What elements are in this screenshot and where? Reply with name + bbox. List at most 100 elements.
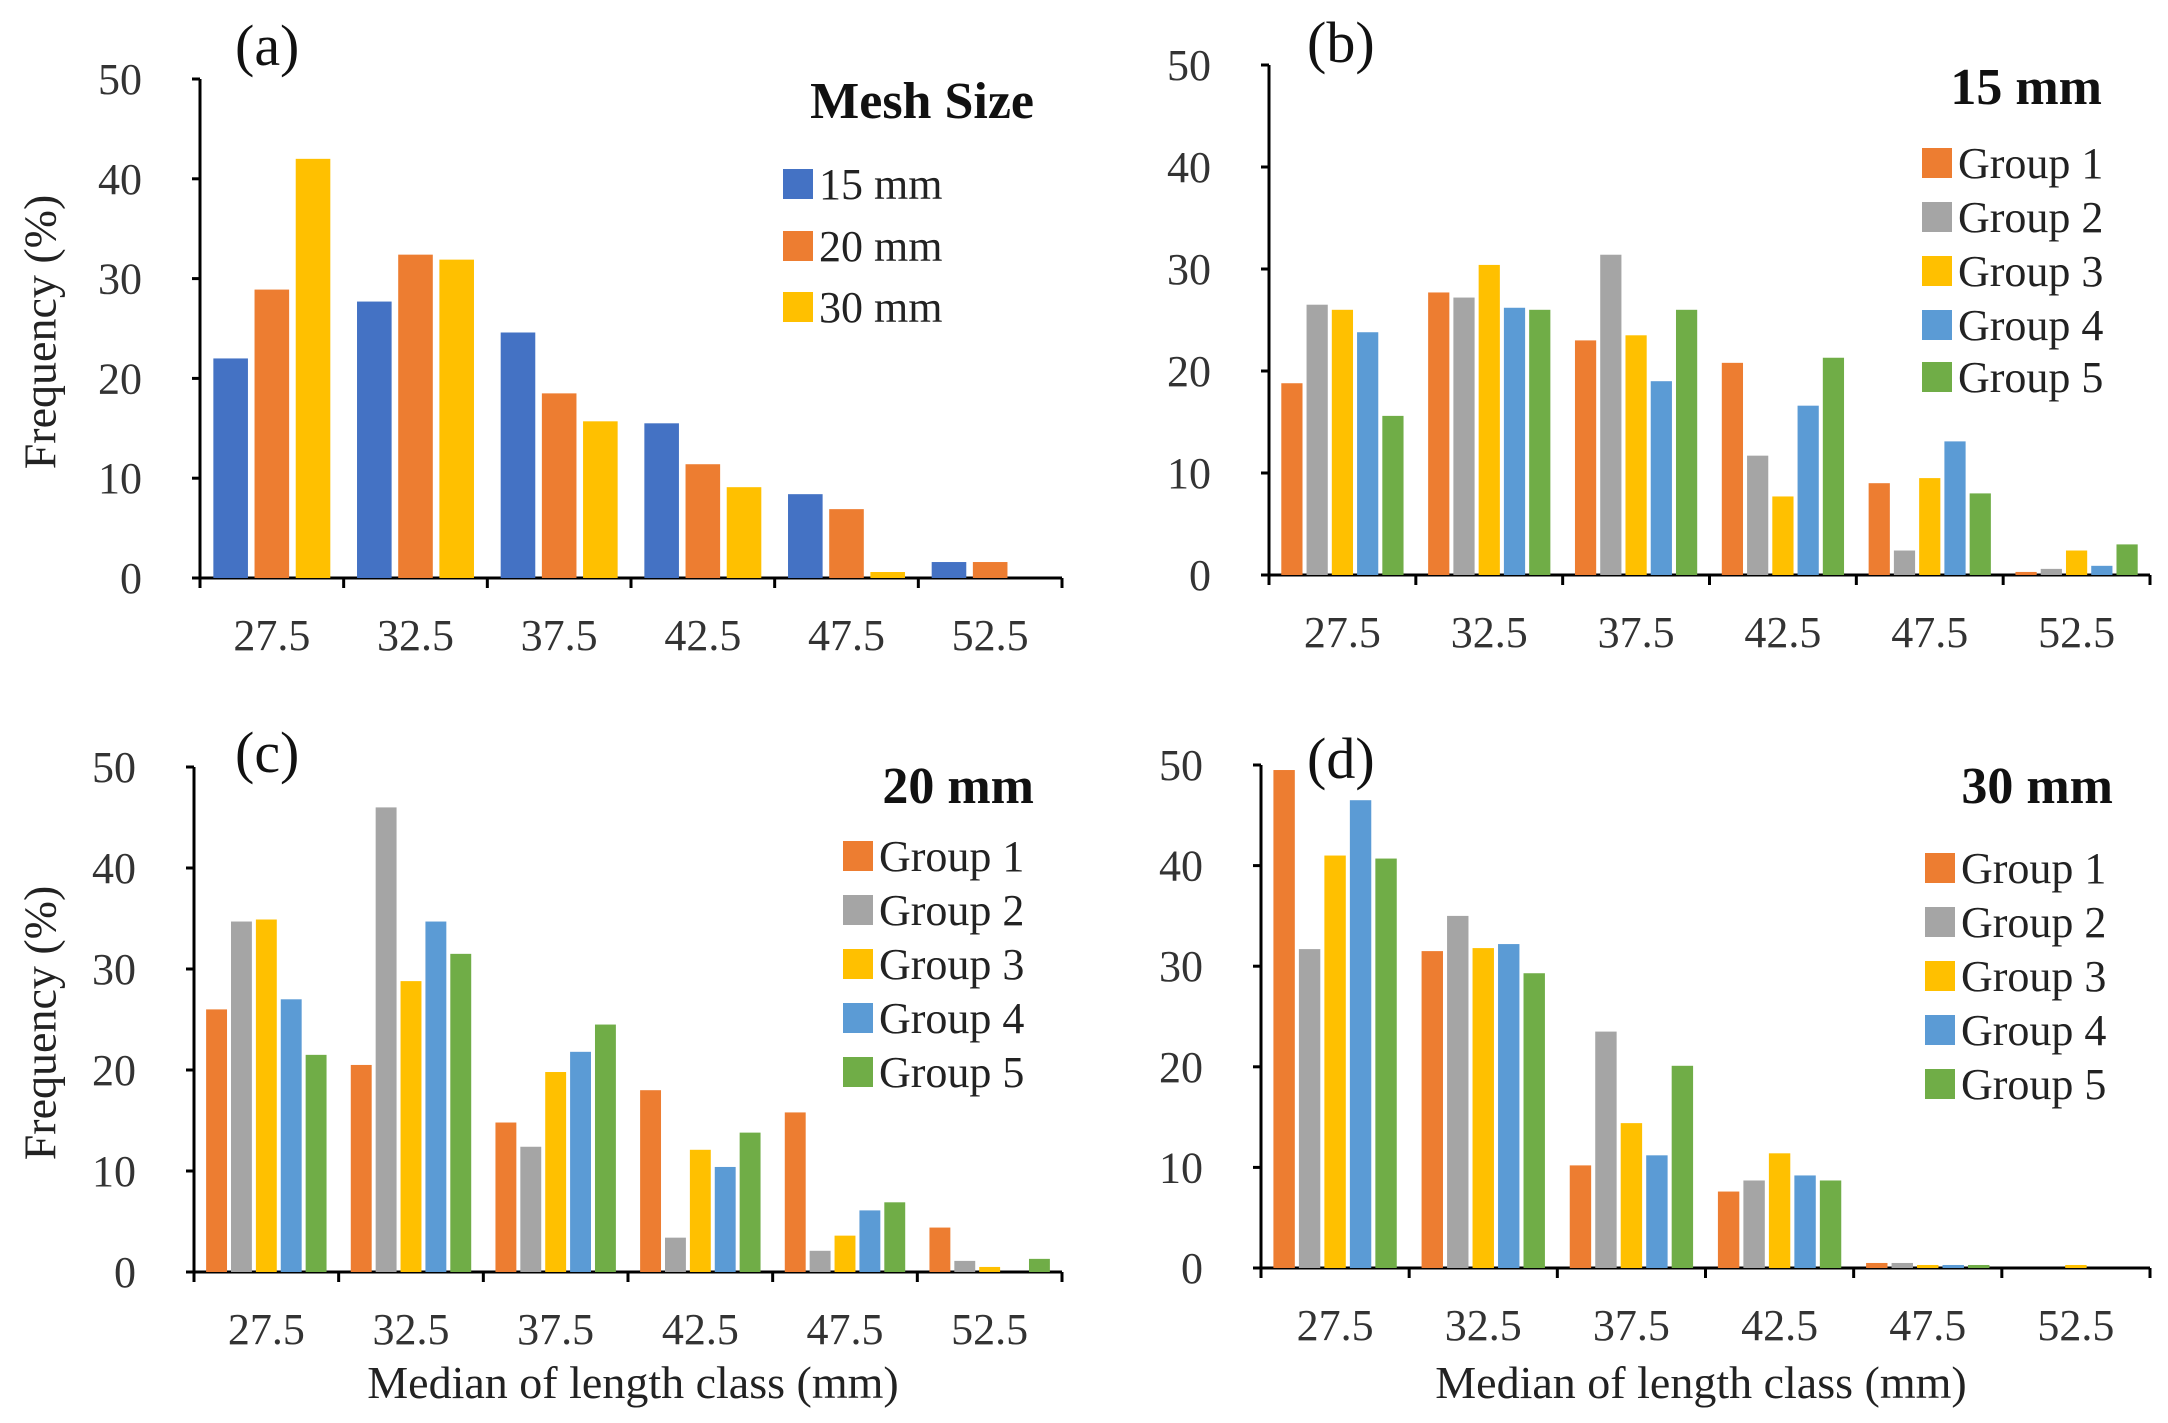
bar-group-5	[594, 1024, 616, 1272]
legend-swatch	[843, 841, 873, 871]
legend-label: 15 mm	[819, 160, 942, 209]
legend-swatch	[1925, 1069, 1955, 1099]
y-tick-label: 50	[98, 55, 142, 104]
x-tick-label: 32.5	[1451, 608, 1528, 657]
bar-group-5	[1382, 415, 1404, 575]
bar-group-5	[1675, 309, 1698, 575]
y-tick-label: 30	[1159, 942, 1203, 991]
bar-group-1	[1868, 483, 1890, 575]
bar-group-5	[1375, 858, 1397, 1268]
legend-label: Group 1	[879, 832, 1024, 881]
legend-swatch	[843, 895, 873, 925]
x-tick-label: 27.5	[233, 611, 310, 660]
legend-label: Group 4	[1958, 301, 2103, 350]
legend: 15 mm 20 mm 30 mm	[783, 160, 942, 332]
bar-group-4	[1349, 800, 1372, 1268]
bar-group-3	[1768, 1153, 1791, 1268]
y-tick-label: 50	[1159, 741, 1203, 790]
x-tick-label: 52.5	[2037, 1301, 2114, 1350]
x-tick-label: 27.5	[228, 1305, 305, 1354]
legend-swatch	[1922, 310, 1952, 340]
x-tick-label: 47.5	[1889, 1301, 1966, 1350]
legend-label: Group 3	[1961, 952, 2106, 1001]
legend-swatch	[1922, 362, 1952, 392]
bar-group-3	[2065, 550, 2088, 575]
legend-swatch	[843, 1057, 873, 1087]
panel-title: 30 mm	[1961, 758, 2113, 815]
bar-15-mm	[357, 301, 392, 578]
x-tick-label: 42.5	[1741, 1301, 1818, 1350]
legend-swatch	[1925, 907, 1955, 937]
bar-group-5	[739, 1132, 761, 1272]
bar-group-3	[400, 981, 422, 1272]
panel-letter: (c)	[235, 720, 299, 785]
bar-15-mm	[931, 562, 967, 578]
bar-20-mm	[829, 509, 864, 578]
legend-swatch	[843, 1003, 873, 1033]
bar-group-2	[1298, 949, 1321, 1268]
bar-group-4	[1797, 405, 1819, 575]
y-tick-label: 10	[92, 1147, 136, 1196]
bar-group-1	[495, 1122, 517, 1272]
legend-label: Group 2	[879, 886, 1024, 935]
bar-20-mm	[541, 393, 577, 578]
bar-30-mm	[726, 487, 762, 578]
legend-label: Group 1	[1958, 139, 2103, 188]
bar-group-4	[1357, 332, 1379, 575]
panel-title: 20 mm	[882, 758, 1034, 815]
bar-group-2	[1447, 915, 1469, 1268]
y-tick-label: 0	[1181, 1244, 1203, 1293]
panel-letter: (d)	[1307, 726, 1375, 791]
legend-swatch	[1922, 202, 1952, 232]
bar-group-2	[1453, 297, 1475, 575]
bar-group-5	[450, 953, 472, 1272]
bar-group-4	[1942, 1264, 1964, 1268]
bar-group-2	[2040, 568, 2062, 575]
bar-group-1	[1717, 1191, 1740, 1268]
bar-group-3	[1917, 1264, 1939, 1268]
bar-group-2	[664, 1237, 686, 1272]
legend-label: Group 4	[1961, 1006, 2106, 1055]
legend-label: Group 5	[879, 1048, 1024, 1097]
x-tick-label: 37.5	[517, 1305, 594, 1354]
panel-d: 0 10 20 30 40 50 27.5 32.5 37.5 42.5 47.5 52.5 (d) 30…	[1159, 726, 2152, 1408]
x-tick-label: 42.5	[1744, 608, 1821, 657]
bar-group-5	[1523, 973, 1545, 1268]
y-tick-label: 20	[98, 354, 142, 403]
bar-group-3	[1919, 478, 1941, 575]
bar-group-2	[230, 921, 252, 1272]
bar-20-mm	[398, 254, 433, 578]
bar-group-3	[1324, 855, 1346, 1268]
y-tick-label: 30	[92, 945, 136, 994]
panel-title: Mesh Size	[810, 73, 1034, 130]
bar-group-3	[834, 1235, 856, 1272]
x-tick-label: 27.5	[1304, 608, 1381, 657]
bar-20-mm	[254, 289, 290, 578]
y-tick-label: 40	[98, 155, 142, 204]
bar-group-3	[1478, 264, 1500, 575]
legend-label: 20 mm	[819, 222, 942, 271]
x-axis-label: Median of length class (mm)	[1435, 1357, 1966, 1408]
panel-letter: (b)	[1307, 10, 1375, 75]
y-tick-label: 20	[1167, 347, 1211, 396]
panel-c: 0 10 20 30 40 50 27.5 32.5 37.5 42.5 47.5 52.5 (c) 20…	[15, 720, 1064, 1408]
bar-group-1	[1421, 951, 1443, 1268]
y-tick-label: 10	[1167, 449, 1211, 498]
bar-15-mm	[644, 423, 679, 578]
bar-group-4	[859, 1210, 881, 1272]
y-tick-label: 0	[120, 554, 142, 603]
y-tick-label: 50	[1167, 41, 1211, 90]
legend-swatch	[1925, 853, 1955, 883]
x-tick-label: 52.5	[952, 611, 1029, 660]
bar-group-4	[1646, 1155, 1668, 1268]
panel-title: 15 mm	[1950, 59, 2102, 116]
bar-group-2	[1743, 1180, 1765, 1268]
bar-15-mm	[213, 358, 248, 578]
x-tick-label: 47.5	[808, 611, 885, 660]
bar-group-4	[1498, 944, 1520, 1268]
bar-group-2	[1600, 254, 1622, 575]
bar-group-5	[1529, 309, 1551, 575]
x-tick-label: 52.5	[951, 1305, 1028, 1354]
